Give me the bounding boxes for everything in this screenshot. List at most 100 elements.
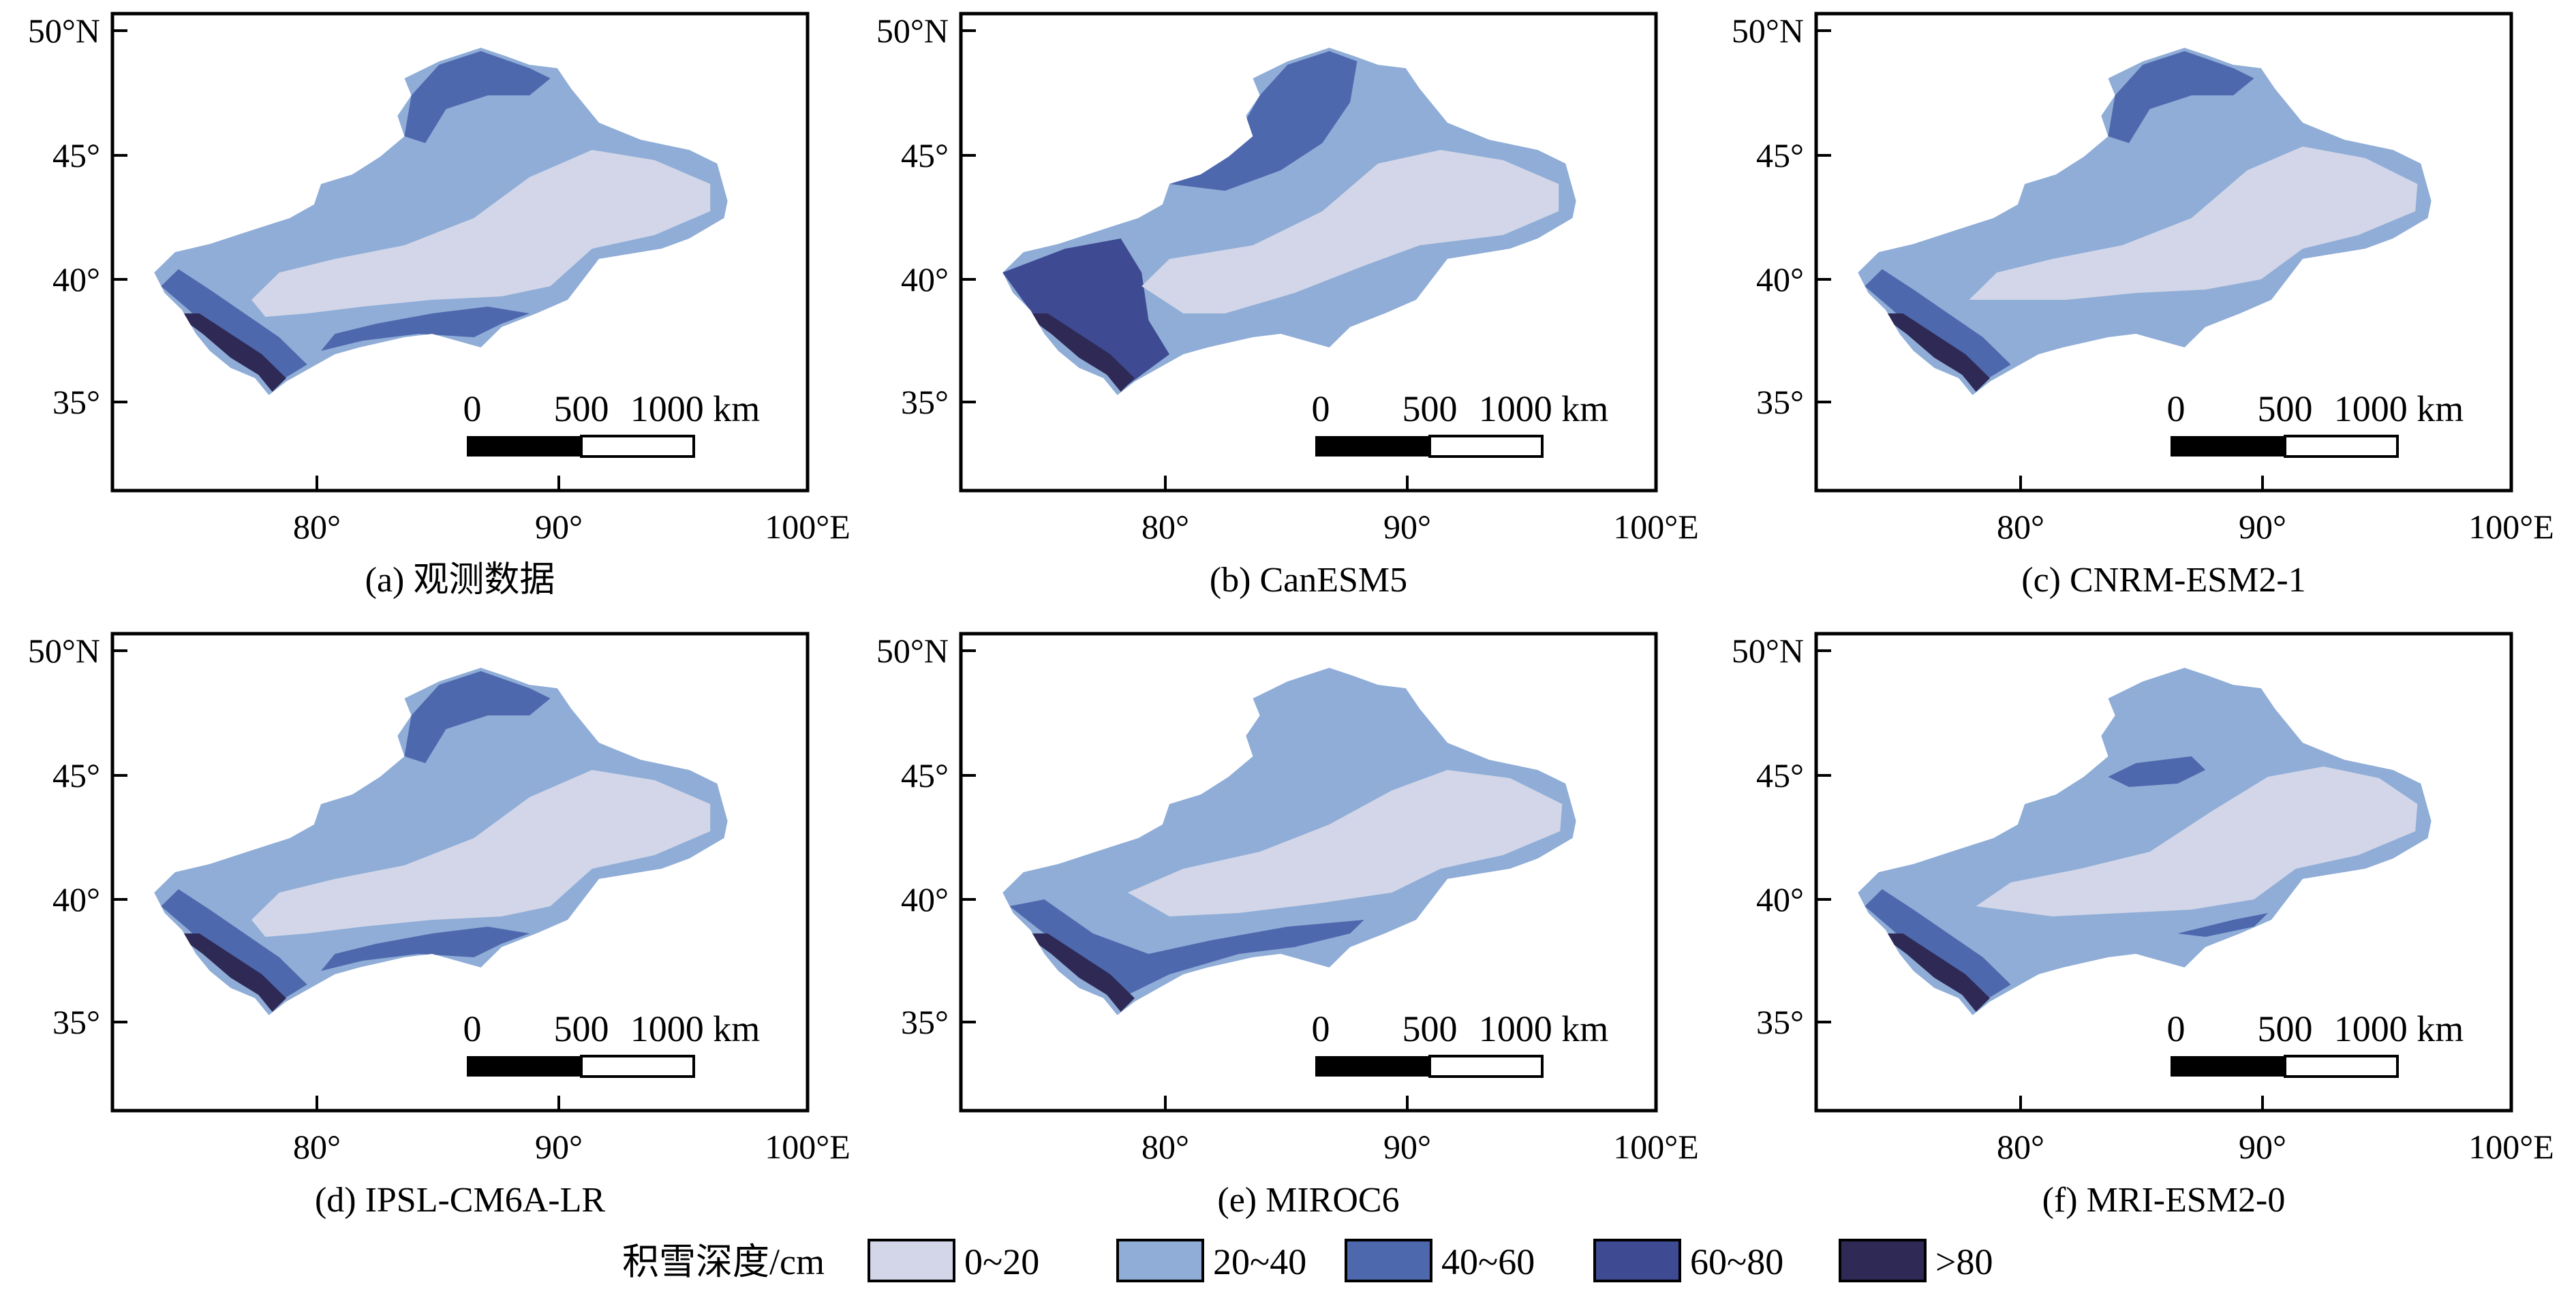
lat-tick-label: 35° bbox=[901, 383, 949, 421]
panel-caption: (d) IPSL-CM6A-LR bbox=[315, 1181, 605, 1220]
lon-tick-label: 90° bbox=[1383, 1128, 1431, 1166]
scale-label: 1000 km bbox=[1479, 388, 1609, 429]
scale-label: 0 bbox=[463, 1008, 482, 1049]
depth-zone-c40_60 bbox=[1865, 269, 2011, 382]
lon-tick-label: 90° bbox=[535, 1128, 583, 1166]
lon-tick-label: 100°E bbox=[765, 1128, 850, 1166]
scale-bar: 0 500 1000 km bbox=[2167, 1008, 2464, 1078]
lon-tick-label: 80° bbox=[1997, 508, 2044, 546]
scale-label: 0 bbox=[2167, 388, 2186, 429]
legend-item: >80 bbox=[1839, 1239, 1993, 1282]
lat-tick-label: 40° bbox=[1756, 260, 1804, 298]
lat-tick-label: 50°N bbox=[876, 632, 949, 670]
depth-zone-c80 bbox=[1023, 313, 1135, 392]
lat-tick-label: 50°N bbox=[28, 12, 100, 50]
depth-zone-c40_60 bbox=[404, 51, 551, 143]
scale-label: 0 bbox=[2167, 1008, 2186, 1049]
lon-tick-label: 100°E bbox=[1613, 508, 1699, 546]
scale-bar-black bbox=[1315, 436, 1430, 457]
legend-label: 20~40 bbox=[1213, 1241, 1306, 1282]
panel-caption: (c) CNRM-ESM2-1 bbox=[2021, 561, 2305, 600]
depth-zone-c40_60 bbox=[321, 307, 530, 351]
scale-bar-white bbox=[2284, 435, 2399, 458]
panel-caption: (b) CanESM5 bbox=[1210, 561, 1407, 600]
lat-tick-label: 45° bbox=[52, 136, 100, 174]
depth-zone-c0_20 bbox=[251, 150, 711, 317]
panel-caption: (a) 观测数据 bbox=[365, 561, 555, 600]
legend-swatch bbox=[1839, 1239, 1927, 1282]
panels-grid: 50°N 45° 40° 35° 80° 90° 100°E 0 500 1000 km (a) 观… bbox=[28, 12, 2554, 1220]
scale-label: 1000 km bbox=[630, 1008, 761, 1049]
scale-label: 500 bbox=[554, 388, 609, 429]
legend-label: 40~60 bbox=[1441, 1241, 1535, 1282]
depth-zone-c80 bbox=[174, 933, 286, 1012]
lat-tick-label: 50°N bbox=[876, 12, 949, 50]
lon-tick-label: 80° bbox=[293, 508, 341, 546]
legend-item: 60~80 bbox=[1593, 1239, 1783, 1282]
scale-bar-white bbox=[1428, 435, 1544, 458]
legend-item: 40~60 bbox=[1345, 1239, 1535, 1282]
depth-zone-c80 bbox=[1878, 313, 1990, 392]
lat-tick-label: 35° bbox=[1756, 383, 1804, 421]
depth-zone-c0_20 bbox=[1969, 146, 2418, 300]
lon-tick-label: 100°E bbox=[1613, 1128, 1699, 1166]
scale-bar-black bbox=[467, 1056, 581, 1077]
scale-bar-black bbox=[2171, 1056, 2285, 1077]
scale-label: 500 bbox=[1402, 1008, 1458, 1049]
legend-swatch bbox=[1116, 1239, 1204, 1282]
scale-label: 0 bbox=[1312, 1008, 1330, 1049]
lat-tick-label: 45° bbox=[52, 756, 100, 794]
lat-tick-label: 35° bbox=[52, 383, 100, 421]
depth-zone-c80 bbox=[174, 313, 286, 392]
depth-zone-c40_60 bbox=[321, 927, 530, 971]
map-panel: 50°N 45° 40° 35° 80° 90° 100°E 0 500 1000 km (e) M… bbox=[876, 632, 1699, 1220]
lat-tick-label: 45° bbox=[1756, 756, 1804, 794]
map-frame bbox=[110, 632, 810, 1113]
scale-bar-black bbox=[467, 436, 581, 457]
depth-zone-c0_20 bbox=[251, 770, 711, 937]
lat-tick-label: 40° bbox=[901, 880, 949, 918]
lat-tick-label: 40° bbox=[1756, 880, 1804, 918]
lat-tick-label: 45° bbox=[901, 136, 949, 174]
snow-depth-map bbox=[1858, 668, 2432, 1015]
snow-depth-map bbox=[1002, 668, 1576, 1015]
legend-label: >80 bbox=[1935, 1241, 1993, 1282]
scale-label: 1000 km bbox=[1479, 1008, 1609, 1049]
lon-tick-label: 100°E bbox=[2468, 1128, 2554, 1166]
lat-tick-label: 35° bbox=[1756, 1003, 1804, 1041]
scale-label: 1000 km bbox=[2334, 1008, 2464, 1049]
depth-zone-c40_60 bbox=[2177, 913, 2268, 937]
scale-label: 1000 km bbox=[2334, 388, 2464, 429]
scale-label: 500 bbox=[2258, 388, 2313, 429]
depth-zone-c40_60 bbox=[1865, 889, 2011, 1002]
map-frame bbox=[959, 632, 1658, 1113]
depth-zone-c0_20 bbox=[1976, 767, 2418, 916]
lon-tick-label: 90° bbox=[1383, 508, 1431, 546]
map-panel: 50°N 45° 40° 35° 80° 90° 100°E 0 500 1000 km (d) I… bbox=[28, 632, 850, 1220]
legend-swatch bbox=[868, 1239, 955, 1282]
lat-tick-label: 50°N bbox=[28, 632, 100, 670]
scale-bar: 0 500 1000 km bbox=[2167, 388, 2464, 458]
scale-label: 0 bbox=[463, 388, 482, 429]
legend-swatch bbox=[1345, 1239, 1432, 1282]
depth-zone-c40_60 bbox=[161, 889, 307, 1002]
panel-caption: (e) MIROC6 bbox=[1217, 1181, 1399, 1220]
legend: 积雪深度/cm 0~20 20~40 40~60 60~80 >80 bbox=[622, 1239, 1993, 1282]
legend-label: 60~80 bbox=[1690, 1241, 1783, 1282]
lon-tick-label: 80° bbox=[1141, 1128, 1189, 1166]
legend-swatch bbox=[1593, 1239, 1681, 1282]
map-frame bbox=[1814, 632, 2513, 1113]
scale-bar: 0 500 1000 km bbox=[463, 388, 760, 458]
legend-label: 0~20 bbox=[964, 1241, 1039, 1282]
lat-tick-label: 45° bbox=[1756, 136, 1804, 174]
map-frame bbox=[110, 12, 810, 493]
scale-bar: 0 500 1000 km bbox=[463, 1008, 761, 1078]
scale-bar: 0 500 1000 km bbox=[1312, 1008, 1609, 1078]
map-frame bbox=[959, 12, 1658, 493]
lat-tick-label: 50°N bbox=[1732, 12, 1804, 50]
map-panel: 50°N 45° 40° 35° 80° 90° 100°E 0 500 1000 km (c) C… bbox=[1732, 12, 2554, 600]
lon-tick-label: 100°E bbox=[765, 508, 850, 546]
depth-zone-c0_20 bbox=[1141, 150, 1559, 313]
depth-zone-c40_60 bbox=[161, 269, 307, 382]
